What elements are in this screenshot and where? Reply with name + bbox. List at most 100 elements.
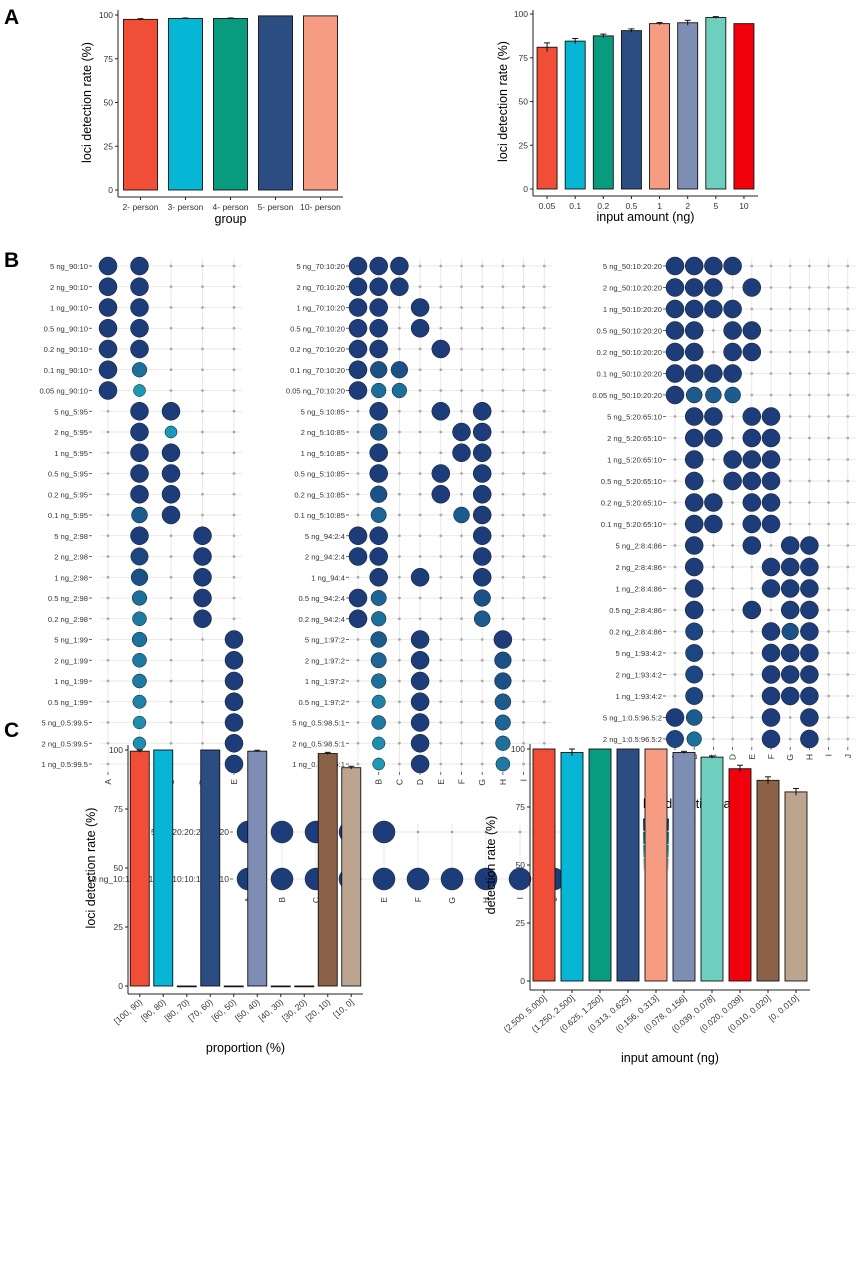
dot-zero [106,534,110,538]
dot-zero [106,721,110,724]
y-axis-title: loci detection rate (%) [496,41,510,162]
column-label: A [103,779,113,785]
row-label: 2 ng_70:10:20 [296,283,345,292]
dot [761,407,781,426]
dot-zero [439,451,443,455]
dot-zero [808,458,811,461]
dot-zero [522,513,525,517]
dot-zero [460,658,463,662]
dot [370,590,387,606]
dot [98,360,118,379]
x-axis-title: input amount (ng) [597,210,695,224]
dot-zero [106,430,110,434]
dot-zero [460,555,463,558]
dot-zero [232,326,236,330]
dot-zero [356,575,360,579]
dot-zero [846,415,850,418]
dot-zero [501,368,505,372]
column-label: I [519,779,529,781]
row-label: 0.5 ng_2:98 [48,594,88,603]
column-label: E [436,779,446,785]
dot [371,382,387,399]
dot-zero [356,679,360,683]
dot-zero [169,389,173,392]
bar [168,18,203,191]
dot [224,713,244,732]
dot-zero [712,737,715,741]
dot-zero [169,326,173,330]
dot-zero [106,596,110,600]
dot-zero [480,326,484,330]
dot [742,600,762,620]
dot [685,709,703,726]
bar [223,985,244,988]
dot-zero [769,350,773,354]
dot-zero [522,638,525,641]
dot [684,557,704,577]
dot-zero [398,326,401,330]
dot-zero [169,368,173,372]
dot [704,514,723,534]
dot [742,493,762,512]
row-label: 0.1 ng_70:10:20 [290,366,345,375]
dot-zero [827,415,830,418]
row-label: 1 ng_50:10:20:20 [603,305,662,314]
dot-zero [712,673,715,676]
dot [761,514,781,534]
dot-zero [439,389,443,392]
dot-zero [460,368,463,372]
dot-zero [201,451,204,455]
dot [705,386,722,404]
dot-zero [232,409,236,413]
dot-zero [542,721,546,724]
dot-zero [750,651,754,655]
dot-zero [712,630,715,633]
dot [723,342,742,362]
dot-zero [788,737,792,741]
dot [780,686,800,706]
dot-zero [522,451,525,455]
dot-zero [439,534,443,538]
dot-zero [398,409,401,413]
dot-zero [106,762,110,766]
dot-zero [169,596,173,600]
dot-zero [356,513,360,517]
dot-zero [788,458,792,461]
dot-zero [398,513,401,517]
dot [761,471,781,491]
bar [592,35,614,190]
dot-zero [418,596,422,600]
dot [684,342,704,362]
dot-zero [750,565,754,569]
dot [665,708,685,727]
dot-zero [542,555,546,558]
bar [247,750,268,987]
dot-zero [673,630,677,633]
dot [270,820,294,844]
dot-zero [788,716,792,719]
dot [371,715,387,730]
dot [472,526,492,545]
dot-zero [169,555,173,558]
dot-zero [501,451,505,455]
dot [130,339,149,359]
row-label: 5 ng_94:2:4 [305,532,345,541]
dot [132,611,147,627]
dot [131,362,148,378]
x-tick-label: 10 [739,201,749,211]
dot-zero [398,679,401,683]
row-label: 0.5 ng_70:10:20 [290,324,345,333]
column-label: H [498,779,508,785]
dot-zero [827,479,830,483]
x-tick-label: [100, 90) [112,997,144,1026]
dot-zero [522,264,525,268]
dot-zero [439,638,443,641]
dot [372,736,386,750]
dot-zero [712,458,715,461]
dot [369,256,388,276]
x-tick-label: [80, 70) [163,997,192,1023]
dot-zero [522,762,525,766]
bar [341,767,362,987]
dot-zero [542,741,546,745]
dot-zero [201,472,204,475]
